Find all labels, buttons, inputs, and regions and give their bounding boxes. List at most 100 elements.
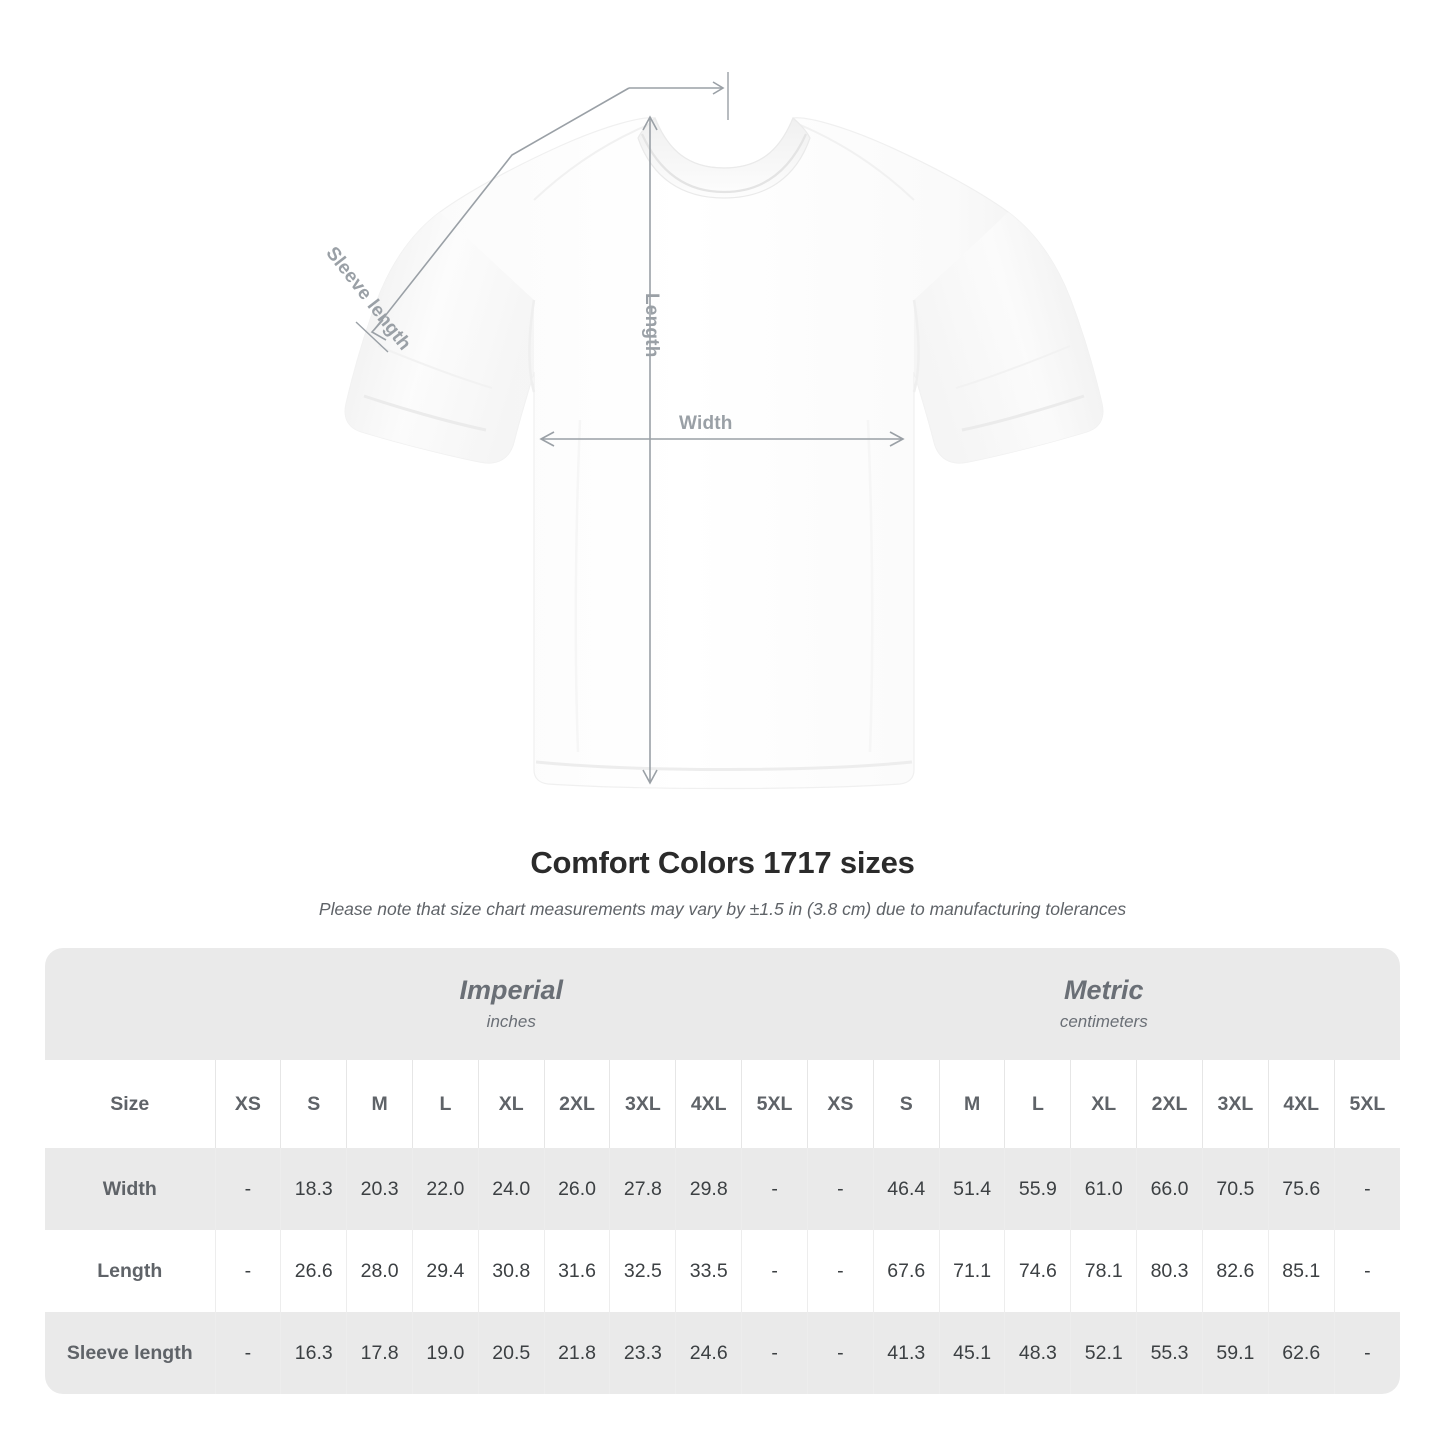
tshirt-diagram: Sleeve length Length Width (321, 72, 1104, 790)
cell-width-imperial-m: 20.3 (346, 1148, 413, 1230)
cell-length-imperial-s: 26.6 (280, 1230, 347, 1312)
cell-length-metric-5xl: - (1333, 1230, 1401, 1312)
length-line (642, 115, 658, 785)
row-label-width: Width (45, 1148, 215, 1230)
cell-sleeve-imperial-xs: - (214, 1312, 281, 1394)
size-chart-table: Imperial inches Metric centimeters Size … (45, 948, 1401, 1394)
cell-width-imperial-l: 22.0 (411, 1148, 479, 1230)
shirt-body-shape (344, 117, 1104, 790)
cell-width-metric-4xl: 75.6 (1267, 1148, 1335, 1230)
cell-length-imperial-3xl: 32.5 (609, 1230, 676, 1312)
col-header-metric-s: S (872, 1060, 940, 1148)
cell-length-metric-xl: 78.1 (1070, 1230, 1137, 1312)
cell-sleeve-metric-4xl: 62.6 (1267, 1312, 1335, 1394)
cell-length-metric-3xl: 82.6 (1201, 1230, 1269, 1312)
row-label-sleeve-length: Sleeve length (45, 1312, 215, 1394)
length-label: Length (641, 293, 662, 358)
imperial-name: Imperial (459, 975, 564, 1006)
row-label-length: Length (45, 1230, 215, 1312)
width-label: Width (679, 413, 733, 434)
dimension-annotations (355, 72, 905, 785)
cell-length-imperial-xl: 30.8 (477, 1230, 545, 1312)
cell-length-metric-s: 67.6 (872, 1230, 940, 1312)
cell-length-imperial-2xl: 31.6 (543, 1230, 610, 1312)
tshirt-illustration (344, 72, 1104, 790)
cell-length-imperial-m: 28.0 (346, 1230, 413, 1312)
cell-sleeve-imperial-s: 16.3 (280, 1312, 347, 1394)
cell-sleeve-metric-2xl: 55.3 (1136, 1312, 1203, 1394)
title-block: Comfort Colors 1717 sizes Please note th… (0, 845, 1445, 920)
unit-band-imperial: Imperial inches (215, 948, 808, 1060)
cell-length-metric-4xl: 85.1 (1267, 1230, 1335, 1312)
cell-length-metric-xs: - (807, 1230, 874, 1312)
col-header-imperial-m: M (346, 1060, 413, 1148)
col-header-imperial-xl: XL (477, 1060, 545, 1148)
col-header-metric-l: L (1004, 1060, 1071, 1148)
tolerance-note: Please note that size chart measurements… (318, 899, 1127, 919)
unit-band-spacer (45, 948, 215, 1060)
cell-width-metric-m: 51.4 (938, 1148, 1005, 1230)
size-header-label: Size (45, 1060, 215, 1148)
cell-sleeve-imperial-3xl: 23.3 (609, 1312, 676, 1394)
cell-sleeve-metric-m: 45.1 (938, 1312, 1005, 1394)
cell-width-imperial-4xl: 29.8 (675, 1148, 742, 1230)
col-header-imperial-xs: XS (214, 1060, 281, 1148)
cell-width-metric-l: 55.9 (1004, 1148, 1071, 1230)
cell-width-imperial-5xl: - (741, 1148, 808, 1230)
col-header-metric-xl: XL (1070, 1060, 1137, 1148)
cell-length-metric-2xl: 80.3 (1136, 1230, 1203, 1312)
cell-width-metric-xl: 61.0 (1070, 1148, 1137, 1230)
cell-sleeve-imperial-m: 17.8 (346, 1312, 413, 1394)
sleeve-top-leader (629, 72, 729, 120)
col-header-metric-4xl: 4XL (1267, 1060, 1335, 1148)
cell-length-imperial-4xl: 33.5 (675, 1230, 742, 1312)
cell-width-metric-5xl: - (1333, 1148, 1401, 1230)
imperial-sub: inches (486, 1011, 536, 1031)
table-row: Length - 26.6 28.0 29.4 30.8 31.6 32.5 3… (45, 1230, 1401, 1312)
cell-length-imperial-xs: - (214, 1230, 281, 1312)
cell-sleeve-imperial-l: 19.0 (411, 1312, 479, 1394)
cell-sleeve-imperial-2xl: 21.8 (543, 1312, 610, 1394)
cell-width-metric-3xl: 70.5 (1201, 1148, 1269, 1230)
cell-sleeve-imperial-4xl: 24.6 (675, 1312, 742, 1394)
sleeve-length-line (355, 87, 630, 353)
cell-width-imperial-xl: 24.0 (477, 1148, 545, 1230)
cell-length-imperial-l: 29.4 (411, 1230, 479, 1312)
size-chart-table-wrapper: Imperial inches Metric centimeters Size … (45, 948, 1401, 1394)
col-header-metric-5xl: 5XL (1333, 1060, 1401, 1148)
col-header-imperial-l: L (411, 1060, 479, 1148)
size-header-row: Size XS S M L XL 2XL 3XL 4XL 5XL XS S M … (45, 1060, 1401, 1148)
col-header-imperial-s: S (280, 1060, 347, 1148)
unit-band-row: Imperial inches Metric centimeters (45, 948, 1401, 1060)
metric-name: Metric (1064, 975, 1144, 1006)
cell-width-imperial-s: 18.3 (280, 1148, 347, 1230)
col-header-imperial-5xl: 5XL (741, 1060, 808, 1148)
col-header-imperial-3xl: 3XL (609, 1060, 676, 1148)
cell-width-imperial-3xl: 27.8 (609, 1148, 676, 1230)
page-title: Comfort Colors 1717 sizes (530, 845, 915, 880)
cell-length-metric-m: 71.1 (938, 1230, 1005, 1312)
col-header-metric-xs: XS (807, 1060, 874, 1148)
cell-sleeve-metric-5xl: - (1333, 1312, 1401, 1394)
col-header-metric-3xl: 3XL (1201, 1060, 1269, 1148)
cell-width-imperial-2xl: 26.0 (543, 1148, 610, 1230)
col-header-imperial-4xl: 4XL (675, 1060, 742, 1148)
cell-sleeve-metric-l: 48.3 (1004, 1312, 1071, 1394)
unit-band-metric: Metric centimeters (807, 948, 1401, 1060)
cell-length-imperial-5xl: - (741, 1230, 808, 1312)
cell-sleeve-metric-s: 41.3 (872, 1312, 940, 1394)
cell-sleeve-metric-3xl: 59.1 (1201, 1312, 1269, 1394)
table-row: Sleeve length - 16.3 17.8 19.0 20.5 21.8… (45, 1312, 1401, 1394)
cell-sleeve-metric-xl: 52.1 (1070, 1312, 1137, 1394)
col-header-metric-m: M (938, 1060, 1005, 1148)
cell-width-imperial-xs: - (214, 1148, 281, 1230)
col-header-imperial-2xl: 2XL (543, 1060, 610, 1148)
table-row: Width - 18.3 20.3 22.0 24.0 26.0 27.8 29… (45, 1148, 1401, 1230)
col-header-metric-2xl: 2XL (1136, 1060, 1203, 1148)
metric-sub: centimeters (1059, 1011, 1148, 1031)
cell-length-metric-l: 74.6 (1004, 1230, 1071, 1312)
cell-width-metric-xs: - (807, 1148, 874, 1230)
cell-sleeve-metric-xs: - (807, 1312, 874, 1394)
cell-sleeve-imperial-xl: 20.5 (477, 1312, 545, 1394)
